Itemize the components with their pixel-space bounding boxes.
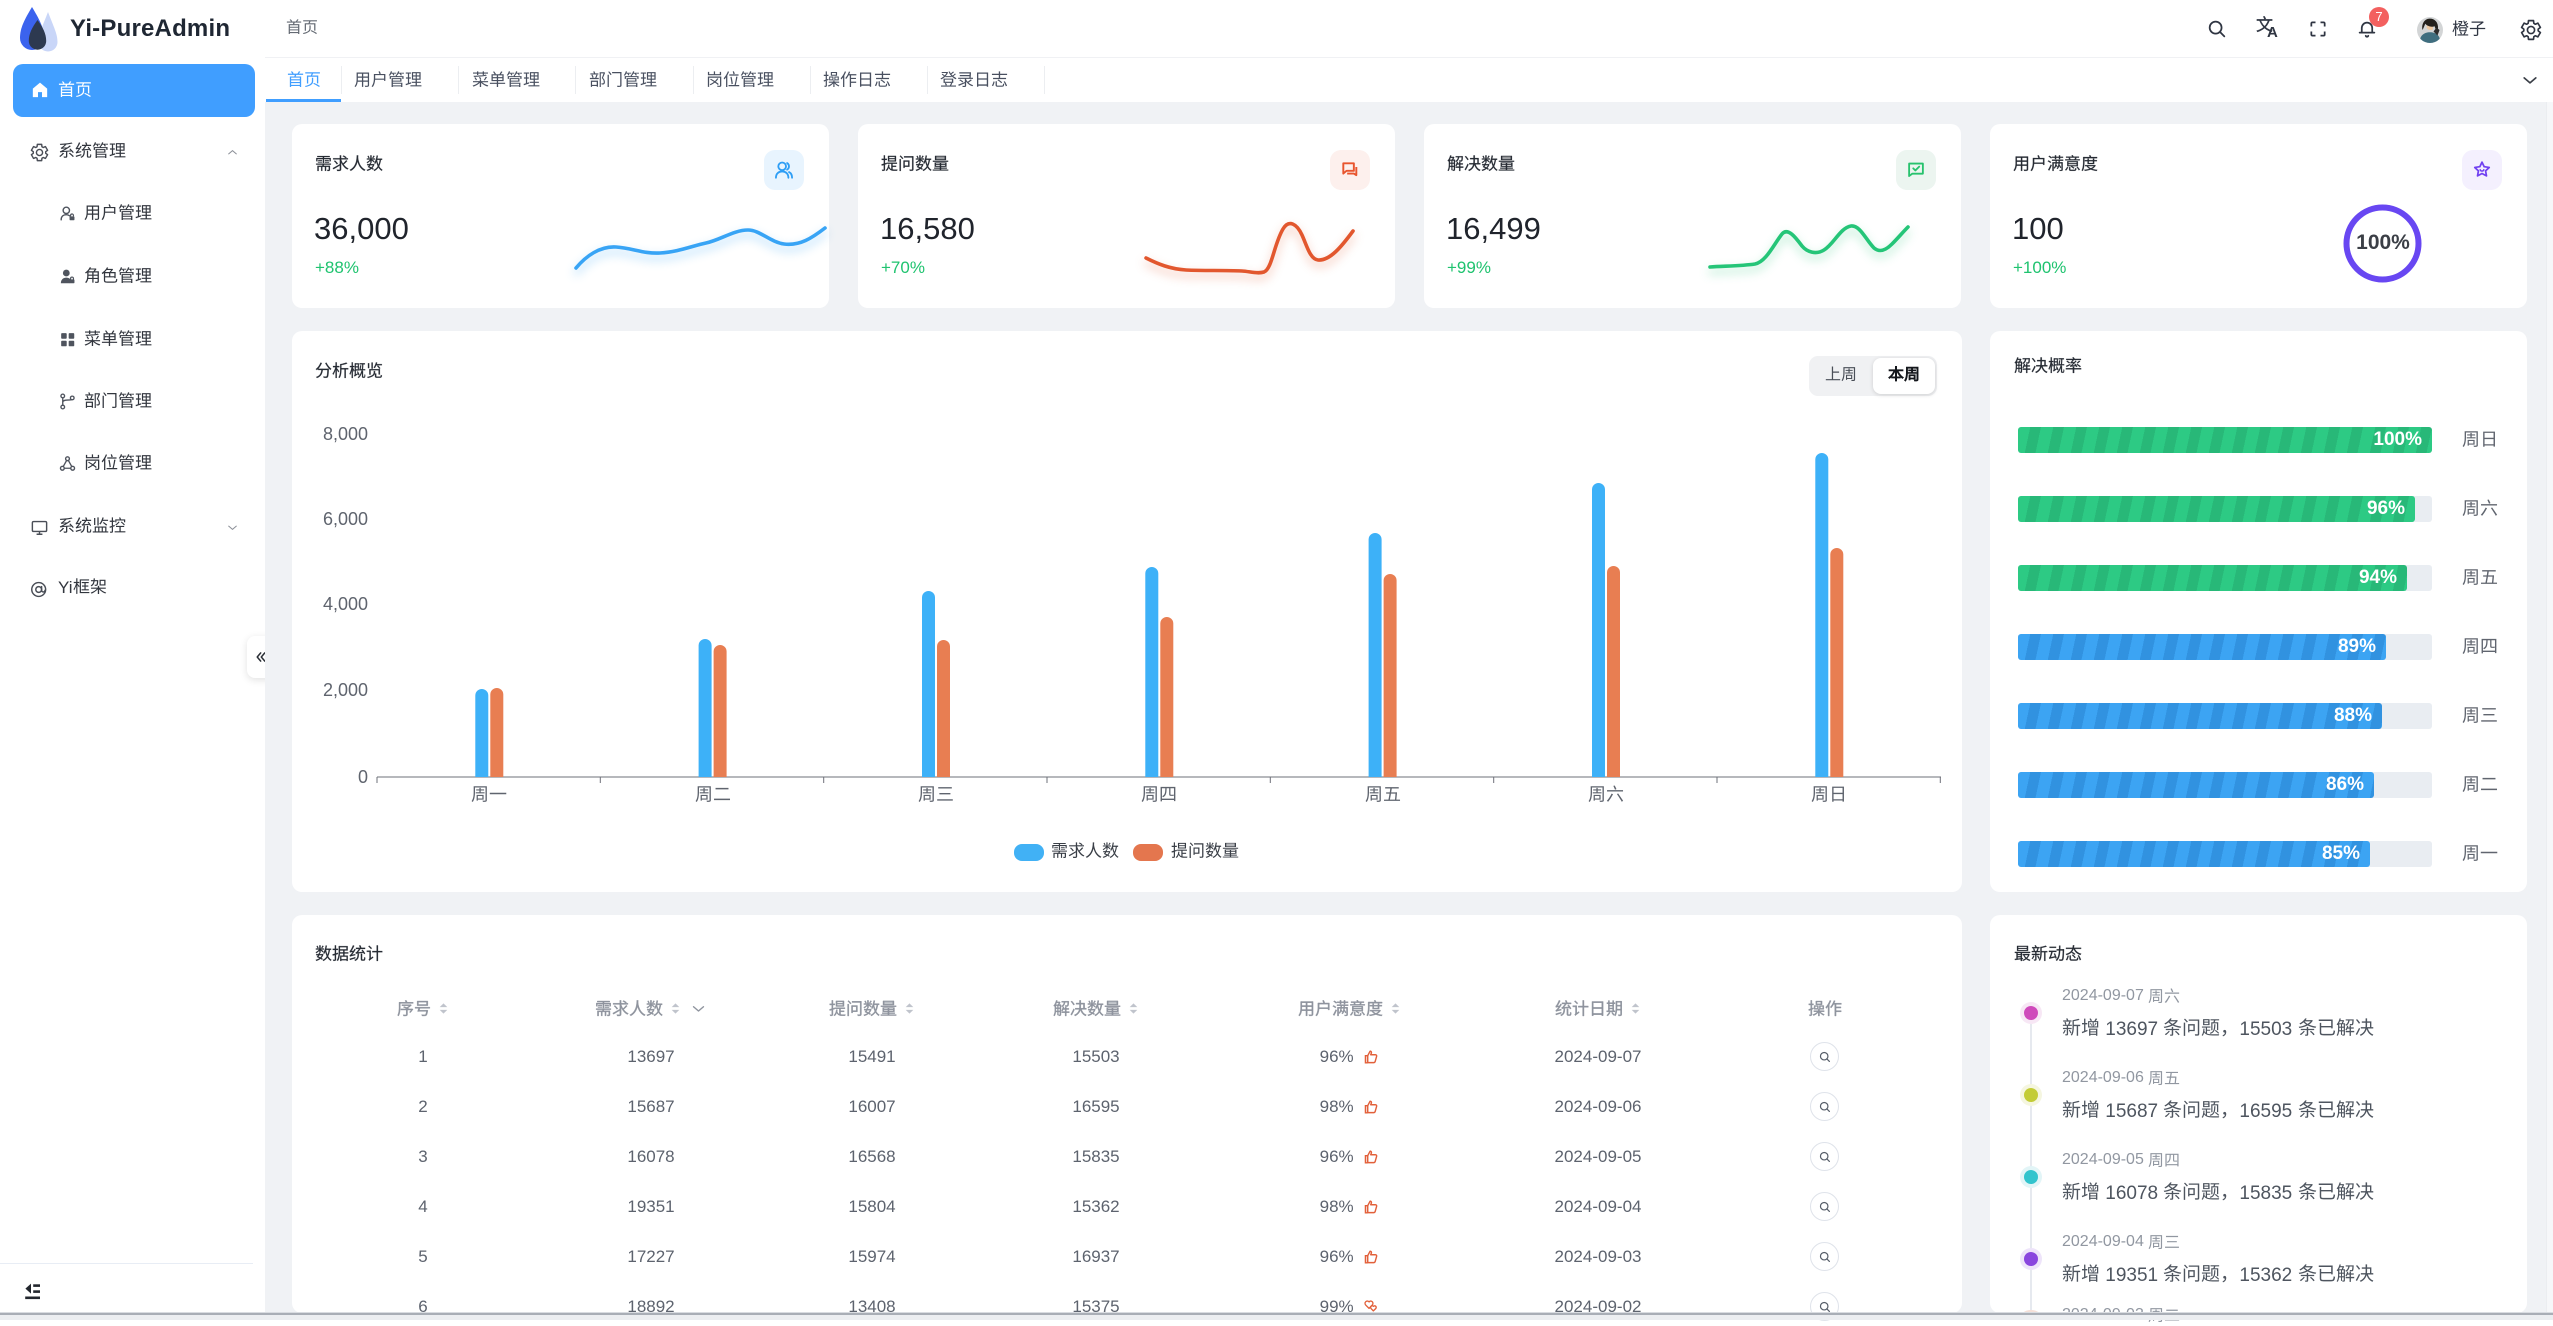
svg-text:8,000: 8,000 [323,424,368,444]
svg-text:6,000: 6,000 [323,509,368,529]
svg-text:4,000: 4,000 [323,594,368,614]
svg-text:0: 0 [358,767,368,787]
svg-text:2,000: 2,000 [323,680,368,700]
